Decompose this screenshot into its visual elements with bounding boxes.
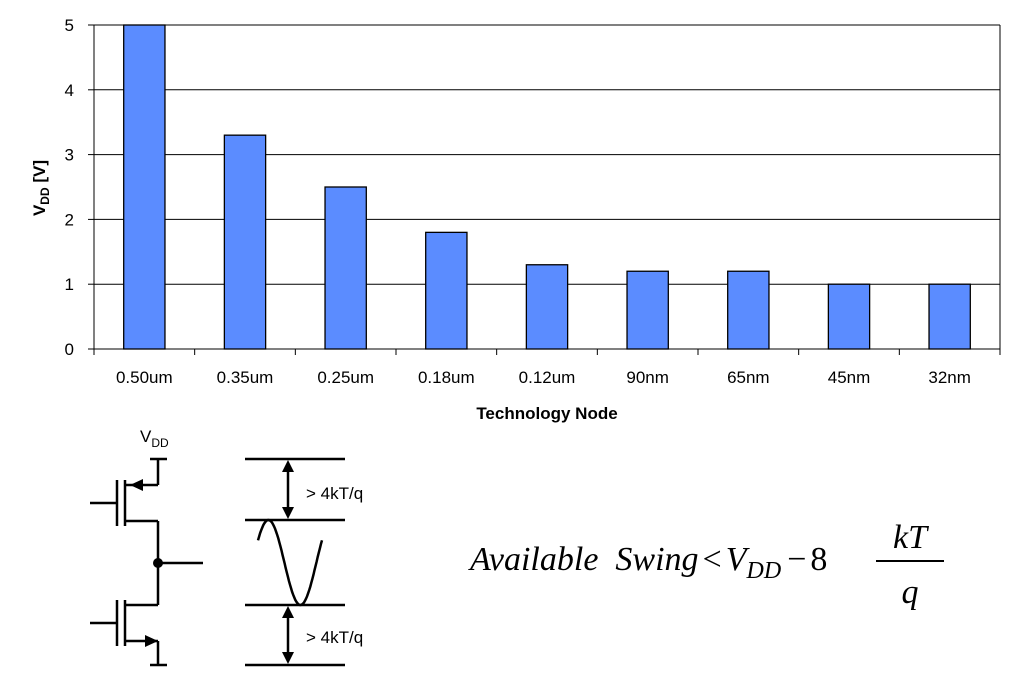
x-tick-label: 0.12um [519,368,576,387]
bar [626,270,669,350]
bar [525,264,569,350]
y-tick-labels: 0 1 2 3 4 5 [65,16,74,359]
x-axis-title: Technology Node [476,404,617,423]
y-axis-title: VDD [V] [30,160,52,216]
y-tick-label: 3 [65,146,74,165]
bar [727,270,770,350]
x-tick-label: 0.18um [418,368,475,387]
x-tick-label: 32nm [928,368,971,387]
x-tick-label: 0.35um [217,368,274,387]
y-tick-label: 2 [65,210,74,229]
equation-denominator: q [902,574,919,611]
arrow-down-icon [282,652,294,664]
x-tick-label: 0.25um [317,368,374,387]
bar [425,231,468,350]
x-tick-label: 90nm [626,368,669,387]
output-node-dot [153,558,163,568]
y-tick-label: 0 [65,340,74,359]
bar [324,186,367,350]
swing-diagram: > 4kT/q > 4kT/q [245,457,363,667]
bar [827,283,871,350]
inverter-schematic: VDD [90,427,203,667]
vdd-label: VDD [140,427,169,450]
nmos-arrow-icon [145,635,158,647]
pmos-arrow-icon [130,479,143,491]
bar [928,283,971,350]
sine-wave [256,518,324,607]
y-tick-label: 1 [65,275,74,294]
arrow-down-icon [282,507,294,519]
equation-numerator: kT [893,519,929,556]
y-tick-label: 5 [65,16,74,35]
y-tick-label: 4 [65,81,74,100]
arrow-up-icon [282,460,294,472]
x-tick-label: 65nm [727,368,770,387]
axes [88,24,1001,355]
bar-chart: 0 1 2 3 4 5 0.50um 0.35um 0.25um 0.18um 0.12um 90n… [30,16,1001,423]
equation-lhs: Available Swing < VDD −8 [468,541,827,584]
x-tick-labels: 0.50um 0.35um 0.25um 0.18um 0.12um 90nm 65nm 45… [116,368,971,387]
x-tick-label: 0.50um [116,368,173,387]
top-margin-label: > 4kT/q [306,484,363,503]
bar [223,134,267,350]
bar [123,24,166,350]
arrow-up-icon [282,606,294,618]
bottom-margin-label: > 4kT/q [306,628,363,647]
swing-equation: Available Swing < VDD −8 kT q [468,519,944,611]
x-tick-label: 45nm [828,368,871,387]
bars [123,24,971,350]
